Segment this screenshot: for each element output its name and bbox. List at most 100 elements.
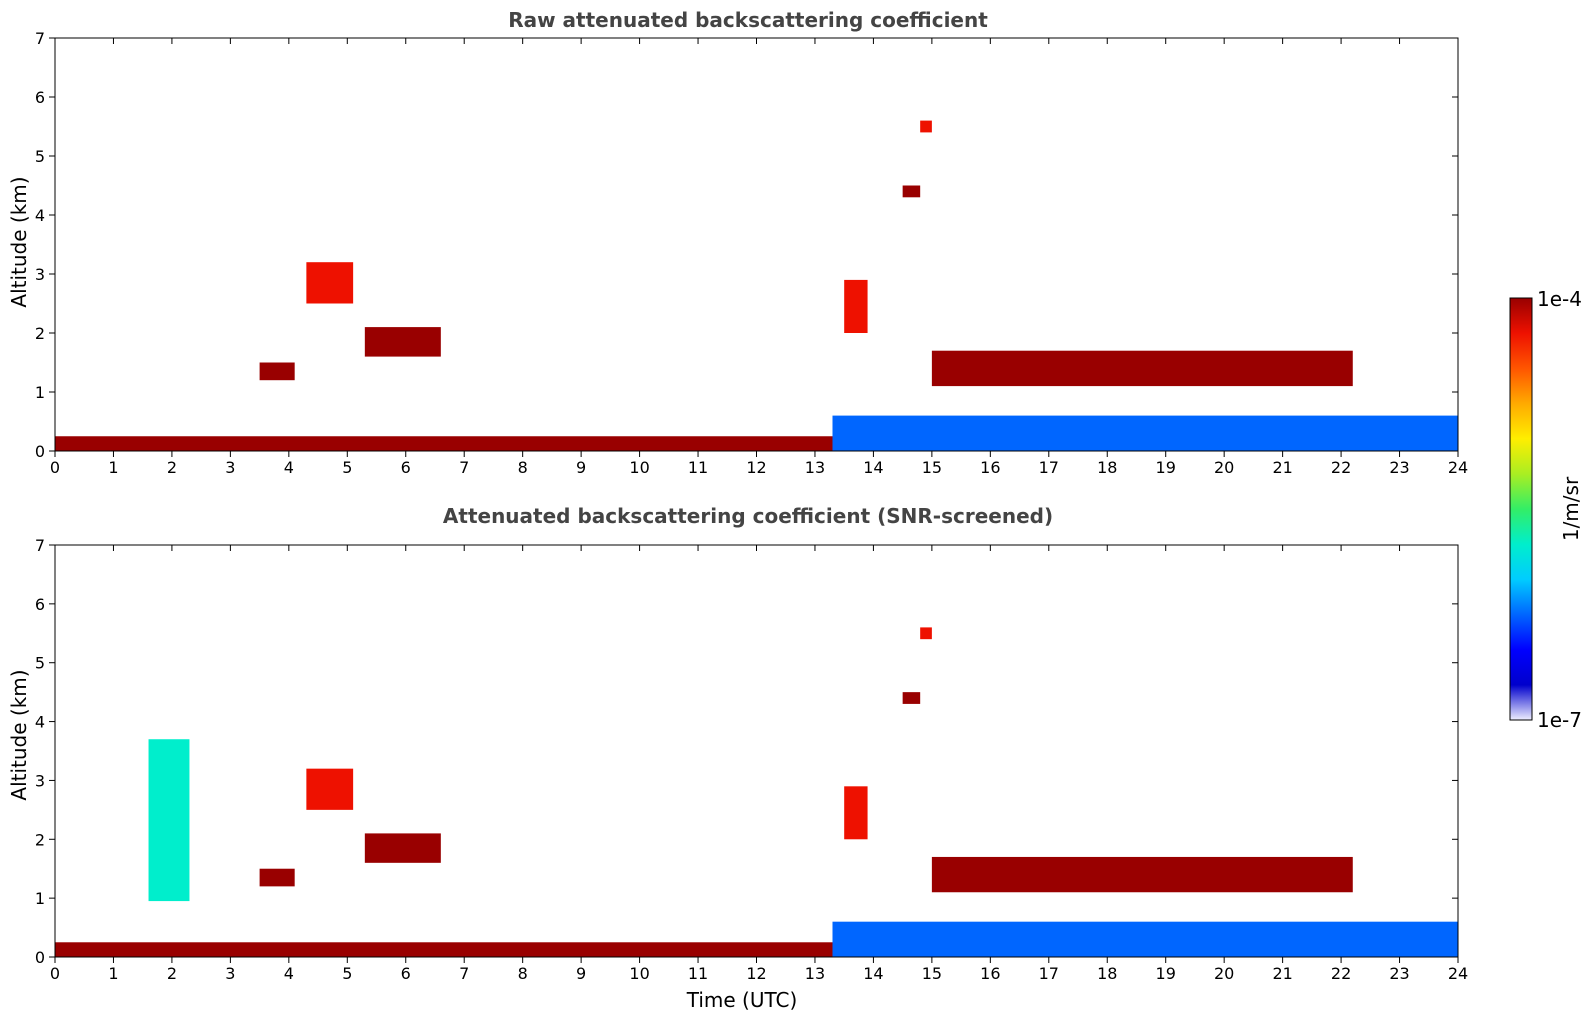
x-tick-label: 4 xyxy=(284,458,294,477)
x-tick-label: 12 xyxy=(746,458,766,477)
snr-panel-y-label: Altitude (km) xyxy=(7,669,31,800)
colorbar-unit-label: 1/m/sr xyxy=(1559,476,1583,541)
heatmap-feature-4 xyxy=(844,279,868,333)
heatmap-feature-5 xyxy=(902,185,921,198)
raw-panel-x-ticks: 0 1 2 3 4 5 6 7 8 9 10 11 12 13 14 15 16 17 18 19 20 21 22 23 24 xyxy=(50,38,1468,477)
raw-panel-heatmap xyxy=(55,120,1458,451)
y-tick-label: 1 xyxy=(35,383,45,402)
snr-panel-x-ticks: 0 1 2 3 4 5 6 7 8 9 10 11 12 13 14 15 16 17 18 19 20 21 22 23 24 xyxy=(50,545,1468,983)
x-tick-label: 24 xyxy=(1448,964,1468,983)
heatmap-feature-6 xyxy=(902,692,921,704)
x-tick-label: 13 xyxy=(805,458,825,477)
y-tick-label: 7 xyxy=(35,29,45,48)
x-tick-label: 22 xyxy=(1331,964,1351,983)
heatmap-feature-9 xyxy=(832,921,1458,957)
y-tick-label: 1 xyxy=(35,889,45,908)
x-tick-label: 20 xyxy=(1214,964,1234,983)
y-tick-label: 3 xyxy=(35,771,45,790)
x-tick-label: 24 xyxy=(1448,458,1468,477)
y-tick-label: 3 xyxy=(35,265,45,284)
snr-panel-heatmap xyxy=(55,627,1458,957)
snr-panel-frame xyxy=(54,544,1459,958)
y-tick-label: 2 xyxy=(35,830,45,849)
x-tick-label: 9 xyxy=(576,964,586,983)
y-tick-label: 7 xyxy=(35,536,45,555)
heatmap-feature-5 xyxy=(844,786,868,840)
x-tick-label: 20 xyxy=(1214,458,1234,477)
x-tick-label: 15 xyxy=(922,458,942,477)
y-tick-label: 0 xyxy=(35,442,45,461)
x-tick-label: 19 xyxy=(1156,458,1176,477)
y-tick-label: 0 xyxy=(35,948,45,967)
y-tick-label: 2 xyxy=(35,324,45,343)
y-tick-label: 4 xyxy=(35,713,45,732)
x-tick-label: 11 xyxy=(688,458,708,477)
y-tick-label: 5 xyxy=(35,147,45,166)
x-tick-label: 14 xyxy=(863,964,883,983)
x-axis-label: Time (UTC) xyxy=(686,988,798,1012)
x-tick-label: 2 xyxy=(167,458,177,477)
heatmap-feature-3 xyxy=(364,327,441,357)
x-tick-label: 3 xyxy=(225,964,235,983)
x-tick-label: 2 xyxy=(167,964,177,983)
x-tick-label: 12 xyxy=(746,964,766,983)
x-tick-label: 21 xyxy=(1272,458,1292,477)
raw-panel-y-ticks: 0 1 2 3 4 5 6 7 xyxy=(35,29,1458,461)
y-tick-label: 6 xyxy=(35,88,45,107)
x-tick-label: 1 xyxy=(108,458,118,477)
raw-panel-title: Raw attenuated backscattering coefficien… xyxy=(508,8,988,32)
x-tick-label: 1 xyxy=(108,964,118,983)
x-tick-label: 17 xyxy=(1039,964,1059,983)
heatmap-feature-8 xyxy=(832,415,1458,451)
x-tick-label: 15 xyxy=(922,964,942,983)
x-tick-label: 19 xyxy=(1156,964,1176,983)
heatmap-feature-0 xyxy=(55,942,833,957)
x-tick-label: 9 xyxy=(576,458,586,477)
x-tick-label: 11 xyxy=(688,964,708,983)
colorbar-gradient xyxy=(1509,297,1533,721)
heatmap-feature-7 xyxy=(931,350,1353,387)
x-tick-label: 13 xyxy=(805,964,825,983)
y-tick-label: 6 xyxy=(35,595,45,614)
x-tick-label: 18 xyxy=(1097,458,1117,477)
x-tick-label: 5 xyxy=(342,964,352,983)
heatmap-feature-4 xyxy=(364,833,441,863)
x-tick-label: 8 xyxy=(518,458,528,477)
raw-backscatter-panel: Raw attenuated backscattering coefficien… xyxy=(7,8,1468,477)
x-tick-label: 16 xyxy=(980,964,1000,983)
heatmap-feature-3 xyxy=(306,768,354,810)
heatmap-feature-7 xyxy=(920,627,932,640)
raw-panel-y-label: Altitude (km) xyxy=(7,176,31,307)
heatmap-feature-8 xyxy=(931,856,1353,893)
colorbar-min-label: 1e-7 xyxy=(1537,708,1582,732)
x-tick-label: 7 xyxy=(459,458,469,477)
x-tick-label: 5 xyxy=(342,458,352,477)
heatmap-feature-6 xyxy=(920,120,932,133)
heatmap-feature-1 xyxy=(259,362,295,381)
x-tick-label: 10 xyxy=(629,964,649,983)
x-tick-label: 23 xyxy=(1389,964,1409,983)
snr-screened-panel: Attenuated backscattering coefficient (S… xyxy=(7,504,1468,1012)
x-tick-label: 17 xyxy=(1039,458,1059,477)
heatmap-feature-2 xyxy=(306,262,354,304)
x-tick-label: 23 xyxy=(1389,458,1409,477)
heatmap-feature-2 xyxy=(259,868,295,887)
heatmap-feature-1 xyxy=(148,739,190,902)
x-tick-label: 22 xyxy=(1331,458,1351,477)
colorbar: 1e-4 1e-7 1/m/sr xyxy=(1509,287,1583,732)
x-tick-label: 10 xyxy=(629,458,649,477)
x-tick-label: 6 xyxy=(401,458,411,477)
y-tick-label: 5 xyxy=(35,654,45,673)
x-tick-label: 21 xyxy=(1272,964,1292,983)
x-tick-label: 0 xyxy=(50,964,60,983)
x-tick-label: 8 xyxy=(518,964,528,983)
y-tick-label: 4 xyxy=(35,206,45,225)
heatmap-feature-0 xyxy=(55,436,833,451)
x-tick-label: 3 xyxy=(225,458,235,477)
x-tick-label: 4 xyxy=(284,964,294,983)
snr-panel-y-ticks: 0 1 2 3 4 5 6 7 xyxy=(35,536,1458,967)
x-tick-label: 6 xyxy=(401,964,411,983)
x-tick-label: 16 xyxy=(980,458,1000,477)
raw-panel-frame xyxy=(54,37,1459,452)
